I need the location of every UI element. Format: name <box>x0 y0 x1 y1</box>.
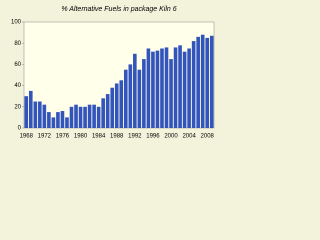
bar <box>24 96 29 128</box>
bar <box>83 106 87 128</box>
x-tick-label: 2004 <box>182 134 196 140</box>
bar <box>196 36 200 129</box>
y-tick-label: 60 <box>14 62 21 68</box>
bar <box>114 83 119 128</box>
bar <box>182 51 187 128</box>
bar <box>173 47 178 128</box>
bar <box>169 59 173 128</box>
x-tick-label: 1996 <box>146 134 160 140</box>
y-tick-label: 40 <box>14 83 21 89</box>
bar <box>28 90 33 128</box>
bar <box>128 64 133 128</box>
x-tick-label: 1968 <box>20 134 34 140</box>
x-tick-label: 2000 <box>164 134 178 140</box>
x-tick-label: 1992 <box>128 134 142 140</box>
bar <box>56 112 60 128</box>
x-tick-label: 2008 <box>201 134 215 140</box>
bar <box>105 94 110 128</box>
y-tick-label: 100 <box>11 20 22 26</box>
bar <box>78 106 83 128</box>
bar <box>191 41 196 128</box>
bar <box>137 69 142 128</box>
bar <box>160 48 164 128</box>
x-tick-label: 1984 <box>92 134 106 140</box>
bar <box>146 48 151 128</box>
bar <box>205 37 210 128</box>
bar <box>123 69 128 128</box>
bar <box>92 104 96 128</box>
bar <box>74 104 78 128</box>
bar <box>87 104 92 128</box>
x-tick-label: 1972 <box>38 134 52 140</box>
bar <box>142 59 146 128</box>
bar <box>33 101 38 128</box>
bar <box>110 87 115 128</box>
bar <box>47 112 51 128</box>
bar <box>69 106 74 128</box>
bar <box>101 98 105 128</box>
x-tick-label: 1980 <box>74 134 88 140</box>
bar <box>133 53 137 128</box>
x-tick-label: 1988 <box>110 134 124 140</box>
bar <box>187 48 191 128</box>
bar <box>60 111 65 128</box>
bar <box>51 117 56 128</box>
bar <box>65 117 69 128</box>
bar <box>42 104 47 128</box>
y-tick-label: 80 <box>14 41 21 47</box>
bar <box>178 45 182 128</box>
y-tick-label: 20 <box>14 104 21 110</box>
bar <box>155 50 160 129</box>
bar <box>96 106 101 128</box>
y-tick-label: 0 <box>18 126 22 132</box>
plot-area <box>23 21 215 129</box>
bar <box>38 101 42 128</box>
bar <box>200 34 205 128</box>
bar <box>164 47 169 128</box>
chart-title: % Alternative Fuels in package Kiln 6 <box>61 6 176 13</box>
bar <box>209 35 214 128</box>
bar <box>151 51 155 128</box>
x-tick-label: 1976 <box>56 134 70 140</box>
page: % Alternative Fuels in package Kiln 6 0 2… <box>0 0 250 149</box>
chart: % Alternative Fuels in package Kiln 6 0 2… <box>0 0 250 149</box>
bar <box>119 80 124 128</box>
